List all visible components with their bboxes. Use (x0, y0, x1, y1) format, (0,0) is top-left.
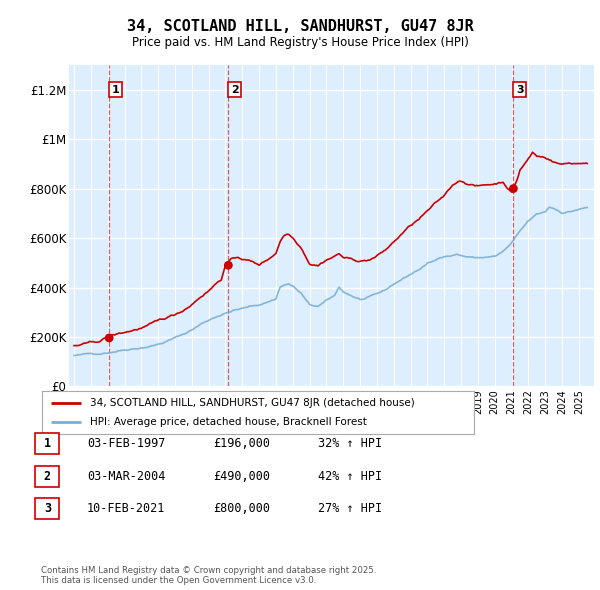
Point (104, 333, 114, 343)
Text: 32% ↑ HPI: 32% ↑ HPI (318, 437, 382, 450)
Text: 34, SCOTLAND HILL, SANDHURST, GU47 8JR: 34, SCOTLAND HILL, SANDHURST, GU47 8JR (127, 19, 473, 34)
Text: 03-MAR-2004: 03-MAR-2004 (87, 470, 166, 483)
Text: 03-FEB-1997: 03-FEB-1997 (87, 437, 166, 450)
Text: £490,000: £490,000 (213, 470, 270, 483)
Text: 2: 2 (231, 84, 239, 94)
Point (224, 261, 233, 270)
Text: 42% ↑ HPI: 42% ↑ HPI (318, 470, 382, 483)
Text: 1: 1 (112, 84, 119, 94)
Text: 27% ↑ HPI: 27% ↑ HPI (318, 502, 382, 515)
Text: Price paid vs. HM Land Registry's House Price Index (HPI): Price paid vs. HM Land Registry's House … (131, 36, 469, 49)
Text: 3: 3 (44, 502, 51, 515)
Text: 3: 3 (516, 84, 524, 94)
Text: 2: 2 (44, 470, 51, 483)
Text: 1: 1 (44, 437, 51, 450)
Text: £196,000: £196,000 (213, 437, 270, 450)
Point (509, 184, 518, 194)
Text: 10-FEB-2021: 10-FEB-2021 (87, 502, 166, 515)
Text: HPI: Average price, detached house, Bracknell Forest: HPI: Average price, detached house, Brac… (89, 417, 367, 427)
Text: 34, SCOTLAND HILL, SANDHURST, GU47 8JR (detached house): 34, SCOTLAND HILL, SANDHURST, GU47 8JR (… (89, 398, 414, 408)
Text: Contains HM Land Registry data © Crown copyright and database right 2025.
This d: Contains HM Land Registry data © Crown c… (41, 566, 376, 585)
Text: £800,000: £800,000 (213, 502, 270, 515)
